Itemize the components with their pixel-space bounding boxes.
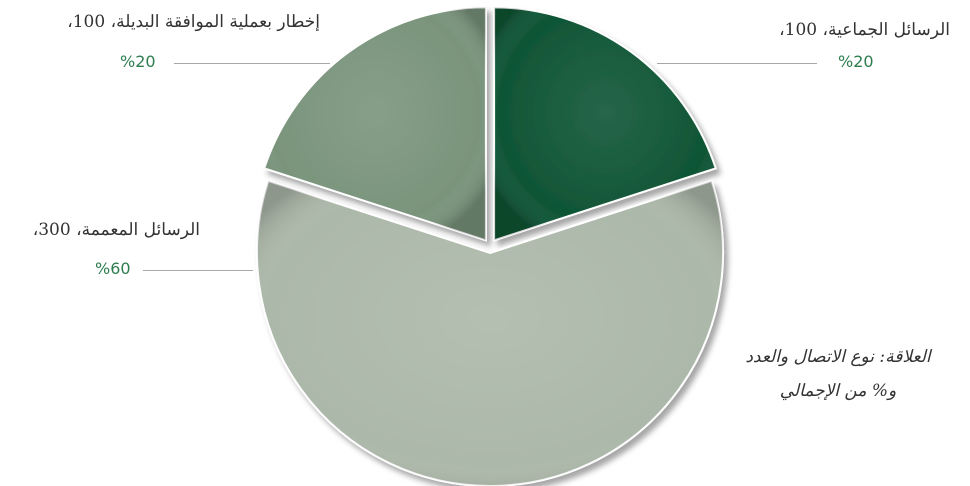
- slice-label-group-messages: الرسائل الجماعية، 100،: [779, 20, 950, 40]
- chart-caption: العلاقة: نوع الاتصال والعدد و% من الإجما…: [718, 340, 958, 408]
- slice-percent-group-messages: %20: [838, 52, 874, 71]
- pie-slice-alternate-approval: [263, 6, 487, 242]
- slice-label-alternate-approval: إخطار بعملية الموافقة البديلة، 100،: [67, 12, 320, 32]
- leader-line-alternate-approval: [174, 63, 330, 64]
- pie-slice-broadcast-messages: [256, 179, 724, 486]
- slice-label-broadcast-messages: الرسائل المعممة، 300،: [32, 220, 200, 240]
- leader-line-broadcast-messages: [143, 270, 253, 271]
- leader-line-group-messages: [657, 63, 817, 64]
- slice-percent-alternate-approval: %20: [120, 52, 156, 71]
- caption-line-1: العلاقة: نوع الاتصال والعدد: [745, 347, 931, 367]
- pie-slice-group-messages: [493, 6, 717, 242]
- slice-percent-broadcast-messages: %60: [95, 259, 131, 278]
- caption-line-2: و% من الإجمالي: [779, 381, 897, 401]
